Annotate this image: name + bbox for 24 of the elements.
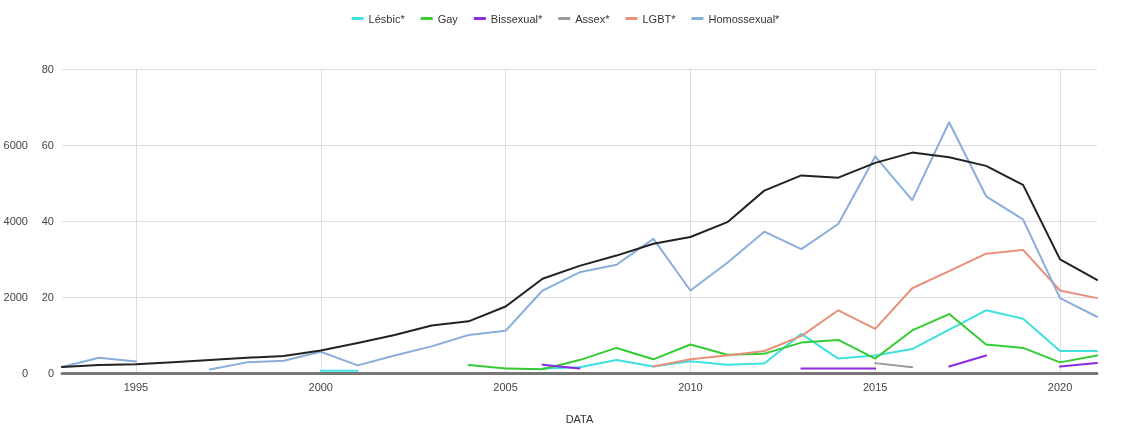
y2-tick-label: 0 bbox=[21, 367, 28, 379]
y-tick-label: 80 bbox=[41, 63, 54, 75]
legend-label: Assex* bbox=[575, 12, 611, 25]
legend-label: Homossexual* bbox=[708, 12, 781, 25]
x-axis-title: DATA bbox=[565, 412, 595, 425]
x-tick-label: 1995 bbox=[123, 380, 149, 393]
y-tick-label: 0 bbox=[47, 367, 54, 379]
line-series bbox=[467, 313, 1098, 371]
x-tick-label: 2015 bbox=[862, 380, 888, 393]
x-tick-label: 2010 bbox=[678, 380, 703, 393]
x-tick-label: 2020 bbox=[1047, 380, 1073, 393]
y-tick-label: 40 bbox=[41, 215, 54, 227]
legend-label: Bissexual* bbox=[490, 12, 543, 25]
y2-tick-label: 2000 bbox=[3, 291, 28, 303]
legend-label: Lésbic* bbox=[368, 12, 406, 25]
x-tick-label: 2005 bbox=[493, 380, 518, 393]
y2-tick-label: 4000 bbox=[3, 215, 28, 227]
y-tick-label: 20 bbox=[41, 291, 54, 303]
legend-label: Gay bbox=[437, 12, 459, 25]
y-tick-label: 60 bbox=[41, 139, 54, 151]
y2-tick-label: 6000 bbox=[3, 139, 28, 151]
line-series bbox=[652, 248, 1098, 368]
x-tick-label: 2000 bbox=[308, 380, 333, 393]
legend-label: LGBT* bbox=[642, 12, 677, 25]
